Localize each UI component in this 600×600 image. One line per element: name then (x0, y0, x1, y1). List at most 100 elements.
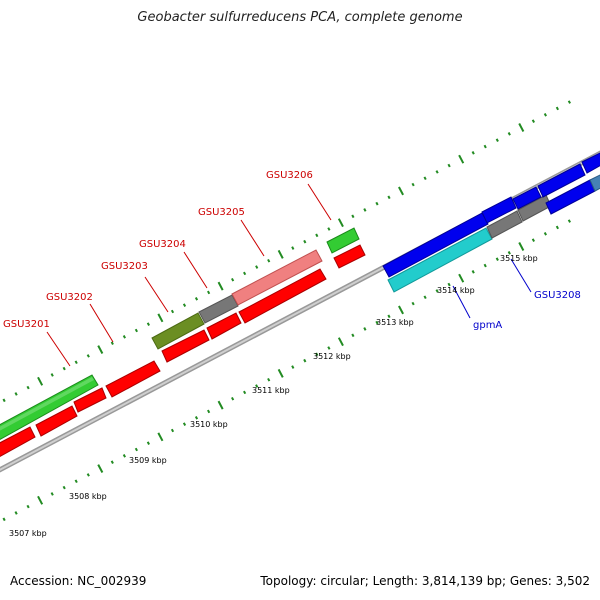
minor-tick (567, 219, 571, 223)
gene-label: GSU3205 (198, 207, 245, 218)
minor-tick (243, 271, 247, 276)
minor-tick (14, 511, 18, 515)
forward-strand-features (0, 194, 552, 441)
gene-arrow-red (73, 387, 107, 413)
kbp-label: 3508 kbp (69, 492, 107, 501)
major-tick (458, 273, 465, 283)
minor-tick (146, 441, 150, 445)
major-tick (97, 345, 104, 354)
minor-tick (231, 396, 235, 401)
minor-tick (170, 428, 175, 433)
minor-tick (567, 100, 571, 104)
gene-label: GSU3202 (46, 292, 93, 303)
minor-tick (62, 366, 66, 371)
major-tick (398, 305, 404, 315)
gene-label: GSU3203 (101, 261, 148, 272)
minor-tick (182, 303, 187, 307)
minor-tick (194, 297, 199, 301)
minor-tick (471, 151, 475, 155)
gene-label: GSU3206 (266, 170, 313, 181)
minor-tick (255, 265, 259, 269)
minor-tick (483, 144, 487, 149)
genome-stats-text: Topology: circular; Length: 3,814,139 bp… (260, 574, 590, 588)
major-tick (518, 242, 525, 251)
kbp-scale-labels: 3507 kbp 3508 kbp 3509 kbp 3510 kbp 3511… (9, 254, 538, 538)
major-tick (97, 464, 104, 473)
outer-tick-track (2, 100, 571, 403)
minor-tick (291, 365, 295, 369)
minor-tick (435, 289, 439, 293)
minor-tick (327, 227, 331, 231)
minor-tick (315, 352, 319, 357)
kbp-label: 3511 kbp (252, 386, 290, 395)
minor-tick (86, 473, 90, 477)
major-tick (217, 281, 224, 291)
major-tick (337, 337, 344, 347)
minor-tick (182, 422, 187, 426)
minor-tick (26, 504, 30, 509)
minor-tick (387, 195, 391, 200)
minor-tick (471, 270, 475, 274)
major-tick (398, 186, 404, 196)
major-tick (458, 154, 465, 164)
gene-feature-green (0, 374, 99, 441)
inner-tick-track (2, 219, 571, 522)
minor-tick (74, 360, 78, 365)
minor-tick (170, 309, 175, 314)
minor-tick (303, 358, 307, 363)
gene-arrow-blue (512, 186, 542, 210)
kbp-label: 3510 kbp (190, 420, 228, 429)
major-tick (37, 376, 44, 386)
minor-tick (531, 238, 535, 242)
kbp-label: 3514 kbp (437, 286, 475, 295)
minor-tick (435, 170, 439, 174)
minor-tick (507, 251, 511, 255)
kbp-label: 3509 kbp (129, 456, 167, 465)
minor-tick (194, 416, 199, 420)
gene-arrow-red (238, 268, 327, 324)
gene-labels: GSU3201 GSU3202 GSU3203 GSU3204 GSU3205 … (3, 170, 581, 331)
minor-tick (86, 354, 90, 358)
minor-tick (327, 346, 331, 350)
major-tick (157, 313, 164, 323)
minor-tick (543, 232, 547, 236)
gene-arrow-blue (537, 163, 586, 198)
gene-arrow-red (105, 360, 161, 398)
minor-tick (62, 485, 66, 490)
minor-tick (543, 113, 547, 117)
minor-tick (423, 295, 427, 300)
minor-tick (2, 517, 6, 522)
minor-tick (122, 335, 126, 339)
blue-gene-arrows (382, 152, 600, 278)
gene-feature-green-small (326, 227, 360, 254)
gene-label: GSU3201 (3, 319, 50, 330)
minor-tick (267, 377, 271, 382)
minor-tick (50, 492, 54, 496)
minor-tick (411, 301, 415, 306)
gene-arrow-red (35, 405, 78, 437)
major-tick (217, 400, 224, 410)
minor-tick (531, 119, 535, 123)
minor-tick (555, 225, 559, 230)
major-tick (337, 218, 344, 228)
minor-tick (495, 138, 499, 142)
gene-feature-olive (151, 312, 205, 350)
minor-tick (231, 277, 235, 282)
minor-tick (351, 214, 355, 219)
minor-tick (110, 460, 114, 464)
minor-tick (375, 320, 379, 325)
gene-feature-cyan (387, 227, 493, 293)
minor-tick (423, 176, 427, 181)
minor-tick (387, 314, 391, 319)
gene-label: GSU3204 (139, 239, 186, 250)
major-tick (518, 123, 525, 132)
minor-tick (2, 398, 6, 403)
gene-label: gpmA (473, 320, 502, 331)
map-title: Geobacter sulfurreducens PCA, complete g… (137, 10, 463, 25)
kbp-label: 3512 kbp (313, 352, 351, 361)
gene-arrow-red (161, 329, 210, 363)
minor-tick (74, 479, 78, 484)
kbp-label: 3513 kbp (376, 318, 414, 327)
label-leaders (46, 183, 532, 367)
